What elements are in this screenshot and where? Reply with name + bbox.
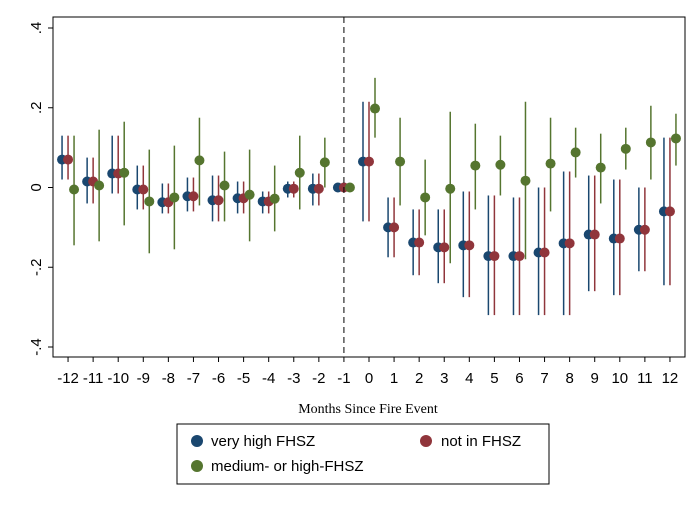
axes: -.4-.20.2.4-12 -11 -10 -9 -8 -7 -6 -5 -4 -3 -2 -1 0 1… (28, 16, 686, 387)
data-point (470, 160, 481, 171)
x-tick-label: 12 (662, 370, 679, 387)
x-tick-label: 10 (611, 370, 628, 387)
data-point (244, 189, 255, 200)
data-point (645, 137, 656, 148)
x-tick-label: 11 (637, 370, 653, 387)
data-point (664, 206, 675, 217)
data-point (294, 167, 305, 178)
data-point (445, 183, 456, 194)
data-point (69, 184, 80, 195)
data-point (389, 222, 400, 233)
data-point (119, 167, 130, 178)
data-point (595, 162, 606, 173)
data-point (439, 242, 450, 253)
x-tick-label: -3 (287, 370, 300, 387)
x-tick-label: -12 (57, 370, 79, 387)
x-tick-label: 8 (565, 370, 573, 387)
data-point (344, 182, 355, 193)
data-point (614, 233, 625, 244)
data-point (313, 183, 324, 194)
data-point (370, 103, 380, 114)
plot-marks (57, 77, 681, 316)
x-tick-label: -4 (262, 370, 275, 387)
x-tick-label: -11 (83, 370, 104, 387)
y-tick-label: .2 (28, 101, 45, 114)
data-point (144, 196, 155, 207)
data-point (420, 192, 431, 203)
x-tick-label: -7 (187, 370, 200, 387)
data-point (520, 175, 531, 186)
data-point (194, 155, 205, 166)
x-tick-label: -8 (162, 370, 175, 387)
data-point (94, 180, 105, 191)
x-tick-label: 2 (415, 370, 423, 387)
data-point (489, 251, 500, 262)
x-tick-label: -9 (137, 370, 150, 387)
data-point (589, 229, 600, 240)
y-tick-label: 0 (28, 183, 45, 191)
legend-marker-medium-high (191, 460, 203, 472)
data-point (169, 192, 180, 203)
legend-marker-very-high (191, 435, 203, 447)
data-point (514, 251, 525, 262)
x-tick-label: 5 (490, 370, 498, 387)
legend-label-not-in: not in FHSZ (441, 433, 521, 450)
x-tick-label: 7 (540, 370, 548, 387)
y-tick-label: .4 (28, 22, 45, 35)
x-tick-label: 6 (515, 370, 523, 387)
x-tick-label: -1 (337, 370, 350, 387)
x-tick-label: 3 (440, 370, 448, 387)
data-point (639, 224, 650, 235)
data-point (570, 147, 581, 158)
legend-label-medium-high: medium- or high-FHSZ (211, 458, 364, 475)
data-point (188, 191, 199, 202)
data-point (620, 143, 631, 154)
x-tick-label: -2 (312, 370, 325, 387)
data-point (269, 193, 280, 204)
data-point (219, 180, 230, 191)
x-tick-label: -6 (212, 370, 225, 387)
y-tick-label: -.2 (28, 258, 45, 276)
data-point (213, 195, 224, 206)
x-tick-label: -5 (237, 370, 250, 387)
x-axis-title: Months Since Fire Event (298, 402, 438, 417)
x-tick-label: 1 (390, 370, 398, 387)
y-tick-label: -.4 (28, 338, 45, 356)
data-point (539, 247, 550, 258)
legend-marker-not-in (420, 435, 432, 447)
legend-box (176, 423, 550, 485)
x-tick-label: 0 (365, 370, 373, 387)
data-point (464, 240, 475, 251)
data-point (670, 133, 681, 144)
data-point (545, 158, 556, 169)
data-point (414, 237, 425, 248)
x-tick-label: 4 (465, 370, 473, 387)
x-tick-label: -10 (107, 370, 129, 387)
data-point (495, 159, 506, 170)
data-point (364, 156, 374, 167)
legend: very high FHSZ not in FHSZ medium- or hi… (176, 423, 550, 485)
data-point (319, 157, 330, 168)
data-point (138, 184, 149, 195)
x-tick-label: 9 (591, 370, 599, 387)
data-point (564, 238, 575, 249)
data-point (63, 154, 74, 165)
data-point (288, 183, 299, 194)
data-point (395, 156, 406, 167)
legend-label-very-high: very high FHSZ (211, 433, 315, 450)
